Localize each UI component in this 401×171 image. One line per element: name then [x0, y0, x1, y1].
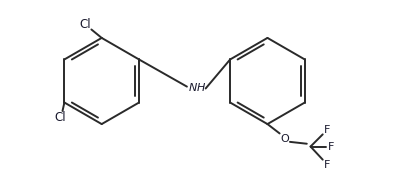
Text: N: N: [189, 83, 197, 94]
Text: Cl: Cl: [79, 18, 91, 31]
Text: Cl: Cl: [54, 111, 65, 124]
Text: F: F: [328, 142, 334, 152]
Text: O: O: [280, 134, 289, 144]
Text: F: F: [324, 125, 330, 135]
Text: H: H: [196, 83, 205, 94]
Text: F: F: [324, 160, 330, 170]
